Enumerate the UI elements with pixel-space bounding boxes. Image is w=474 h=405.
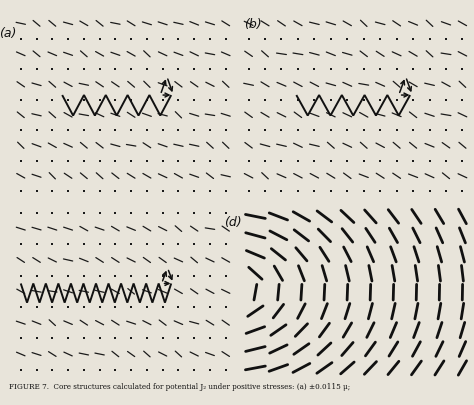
Text: (a): (a) [0,27,16,40]
Text: FIGURE 7.  Core structures calculated for potential J₂ under positive stresses: : FIGURE 7. Core structures calculated for… [9,383,351,391]
Text: (d): (d) [224,216,241,229]
Text: (b): (b) [244,18,262,31]
